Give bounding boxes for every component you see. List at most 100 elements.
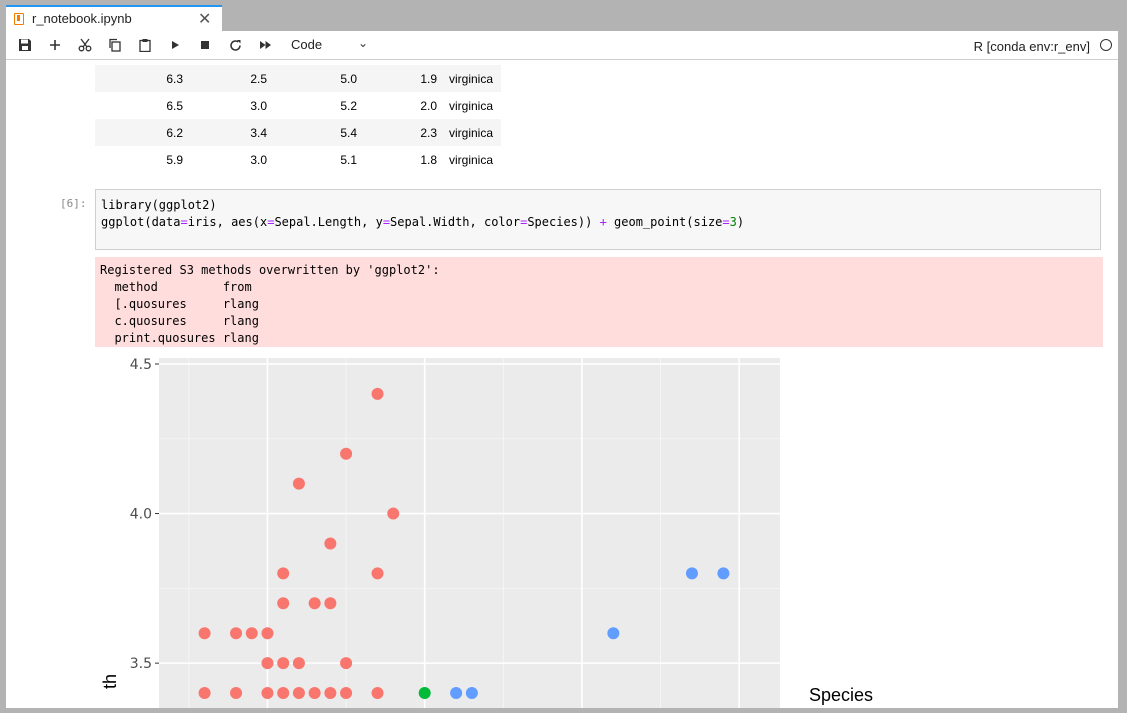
copy-button[interactable]	[104, 35, 126, 55]
stderr-line: method from	[100, 280, 259, 294]
data-point	[371, 687, 384, 700]
table-cell: 5.0	[340, 71, 357, 86]
stop-icon	[201, 41, 209, 49]
data-point	[308, 597, 321, 610]
tab-title: r_notebook.ipynb	[32, 11, 132, 26]
data-point	[340, 687, 353, 700]
kernel-name[interactable]: R [conda env:r_env]	[973, 39, 1090, 54]
data-point	[245, 627, 258, 640]
table-cell: 2.0	[420, 98, 437, 113]
data-point	[277, 687, 290, 700]
data-point	[277, 597, 290, 610]
table-cell: virginica	[449, 125, 494, 140]
data-point	[230, 627, 243, 640]
stderr-line: print.quosures rlang	[100, 331, 259, 345]
code-line: library(ggplot2)	[101, 198, 217, 212]
notebook-toolbar: Code ⌄ R [conda env:r_env]	[6, 31, 1118, 60]
plus-icon	[50, 40, 60, 50]
y-tick-label: 4.5	[130, 357, 152, 373]
table-cell: 6.3	[166, 71, 183, 86]
table-row: 6.5 3.0 5.2 2.0 virginica	[95, 92, 501, 119]
run-button[interactable]	[164, 35, 186, 55]
table-cell: 5.9	[166, 152, 183, 167]
table-cell: 3.4	[250, 125, 267, 140]
copy-icon	[109, 38, 121, 52]
notebook-window: r_notebook.ipynb ✕	[6, 5, 1118, 708]
table-cell: virginica	[449, 152, 494, 167]
code-line: ggplot(data=iris, aes(x=Sepal.Length, y=…	[101, 215, 745, 229]
data-point	[450, 687, 463, 700]
save-icon	[19, 39, 31, 51]
tab-r-notebook[interactable]: r_notebook.ipynb ✕	[6, 5, 222, 31]
stderr-output: Registered S3 methods overwritten by 'gg…	[95, 257, 1103, 347]
tab-bar: r_notebook.ipynb ✕	[6, 5, 1118, 31]
stderr-line: Registered S3 methods overwritten by 'gg…	[100, 263, 440, 277]
save-button[interactable]	[14, 35, 36, 55]
fast-forward-icon	[259, 41, 271, 49]
data-point	[465, 687, 478, 700]
cell-type-value: Code	[291, 37, 323, 52]
plot-panel	[159, 358, 780, 708]
y-tick-label: 4.0	[130, 507, 152, 523]
table-cell: 3.0	[250, 98, 267, 113]
cell-prompt: [6]:	[60, 197, 87, 210]
table-cell: 6.2	[166, 125, 183, 140]
table-cell: 1.9	[420, 71, 437, 86]
table-cell: 2.3	[420, 125, 437, 140]
refresh-icon	[229, 39, 241, 51]
paste-button[interactable]	[134, 35, 156, 55]
notebook-icon	[14, 13, 24, 25]
data-point	[324, 687, 337, 700]
data-point	[230, 687, 243, 700]
data-point	[198, 687, 211, 700]
stderr-line: c.quosures rlang	[100, 314, 259, 328]
table-cell: 2.5	[250, 71, 267, 86]
table-cell: 6.5	[166, 98, 183, 113]
table-cell: 5.4	[340, 125, 357, 140]
data-point	[324, 597, 337, 610]
scatter-plot: 3.5 4.0 4.5	[130, 357, 780, 708]
data-point	[387, 507, 400, 520]
interrupt-button[interactable]	[194, 35, 216, 55]
data-point	[198, 627, 211, 640]
restart-button[interactable]	[224, 35, 246, 55]
play-icon	[172, 41, 179, 49]
table-cell: 5.2	[340, 98, 357, 113]
chevron-down-icon: ⌄	[358, 36, 369, 50]
table-cell: virginica	[449, 98, 494, 113]
table-cell: 1.8	[420, 152, 437, 167]
restart-run-all-button[interactable]	[254, 35, 276, 55]
kernel-status-icon	[1100, 39, 1112, 51]
data-point	[685, 567, 698, 580]
data-point	[340, 447, 353, 460]
data-point	[371, 567, 384, 580]
add-cell-button[interactable]	[44, 35, 66, 55]
data-point	[418, 687, 431, 700]
data-point	[607, 627, 620, 640]
table-cell: 3.0	[250, 152, 267, 167]
data-point	[324, 537, 337, 550]
table-cell: 5.1	[340, 152, 357, 167]
data-point	[277, 567, 290, 580]
cell-type-dropdown[interactable]: Code ⌄	[291, 36, 371, 55]
cut-button[interactable]	[74, 35, 96, 55]
data-point	[261, 627, 274, 640]
data-point	[292, 687, 305, 700]
table-row: 6.3 2.5 5.0 1.9 virginica	[95, 65, 501, 92]
close-icon[interactable]: ✕	[198, 11, 212, 28]
data-point	[717, 567, 730, 580]
data-point	[371, 387, 384, 400]
scissors-icon	[78, 38, 92, 52]
code-cell-editor[interactable]: library(ggplot2) ggplot(data=iris, aes(x=…	[95, 189, 1101, 250]
y-tick-label: 3.5	[130, 656, 152, 672]
data-point	[292, 477, 305, 490]
clipboard-icon	[139, 39, 151, 52]
data-point	[292, 657, 305, 670]
dataframe-output: 6.3 2.5 5.0 1.9 virginica 6.5 3.0 5.2 2.0 virgini…	[95, 65, 501, 173]
table-row: 6.2 3.4 5.4 2.3 virginica	[95, 119, 501, 146]
data-point	[340, 657, 353, 670]
data-point	[261, 687, 274, 700]
data-point	[308, 687, 321, 700]
stderr-line: [.quosures rlang	[100, 297, 259, 311]
table-row: 5.9 3.0 5.1 1.8 virginica	[95, 146, 501, 173]
